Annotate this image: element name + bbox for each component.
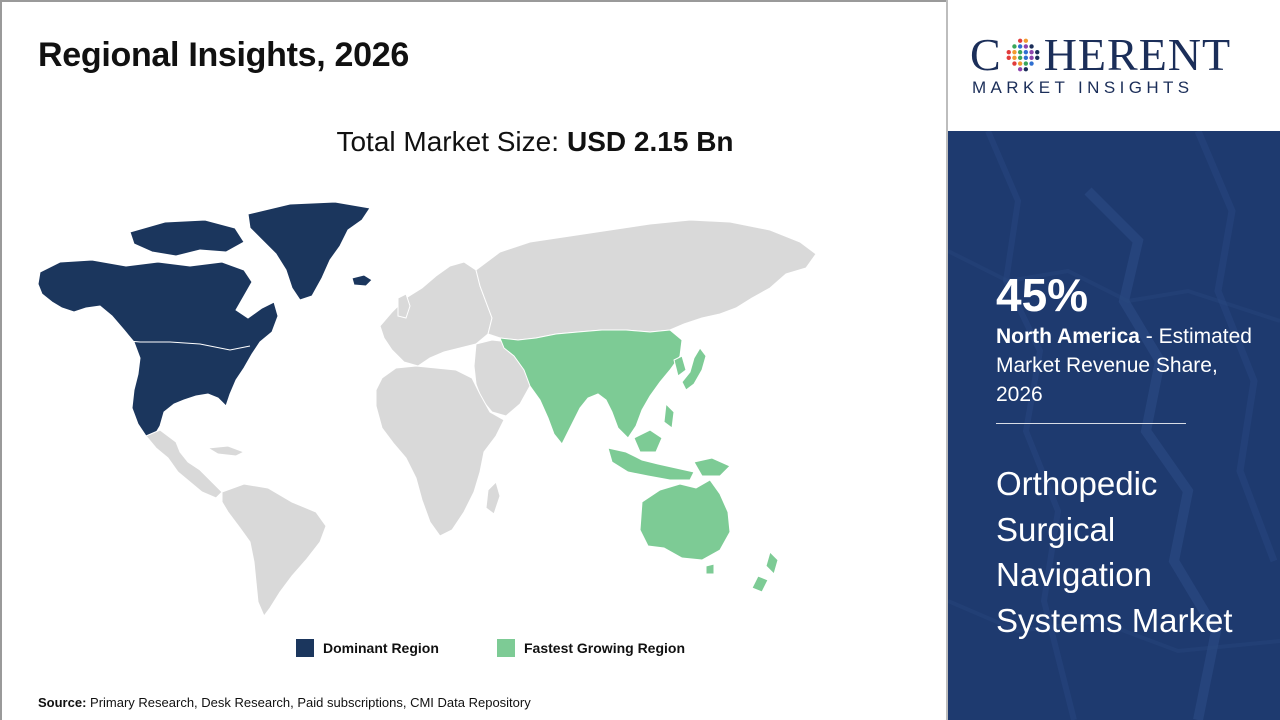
logo-dot — [1029, 44, 1034, 49]
market-size-value: USD 2.15 Bn — [567, 126, 734, 157]
world-map — [37, 201, 817, 617]
map-region-new-zealand — [751, 551, 779, 593]
logo-wordmark: C HERENT — [970, 30, 1231, 80]
share-region: North America — [996, 325, 1140, 348]
logo-dot — [1023, 61, 1028, 66]
share-description-text: - Estimated Market Revenue Share, 2026 — [996, 325, 1252, 406]
map-region-russia — [475, 219, 817, 341]
page-title: Regional Insights, 2026 — [38, 36, 409, 74]
logo-area: C HERENT MARKET INSIGHTS — [948, 0, 1280, 131]
highlight-panel: 45% North America - Estimated Market Rev… — [948, 131, 1280, 720]
logo-dot — [1029, 61, 1034, 66]
legend-fastest-swatch — [497, 639, 515, 657]
logo-dot — [1011, 44, 1017, 49]
logo-letters-herent: HERENT — [1043, 29, 1232, 80]
map-region-asia-pacific — [499, 329, 683, 445]
logo-dot-globe-icon — [1006, 38, 1040, 72]
panel-divider — [996, 423, 1186, 424]
market-name: Orthopedic Surgical Navigation Systems M… — [996, 465, 1233, 639]
logo-dot — [1017, 44, 1023, 49]
frame-right-border — [946, 0, 948, 720]
logo-subtitle: MARKET INSIGHTS — [972, 78, 1194, 97]
frame-top-border — [0, 0, 948, 2]
logo-dot — [1034, 55, 1040, 61]
legend-dominant: Dominant Region — [296, 638, 439, 658]
logo-dot — [1011, 49, 1017, 55]
map-region-iceland — [351, 274, 373, 287]
map-region-philippines — [663, 402, 675, 429]
map-region-africa — [375, 365, 505, 537]
logo-dot — [1023, 67, 1028, 72]
main-panel: Regional Insights, 2026 Total Market Siz… — [0, 0, 948, 720]
logo-dot — [1023, 49, 1028, 55]
logo-dot — [1023, 44, 1028, 49]
logo-dot — [1017, 61, 1023, 66]
map-region-new-guinea — [693, 457, 731, 477]
source-text: Primary Research, Desk Research, Paid su… — [86, 695, 531, 710]
logo-dot — [1034, 49, 1040, 55]
share-description: North America - Estimated Market Revenue… — [996, 322, 1266, 409]
legend-fastest-label: Fastest Growing Region — [524, 640, 686, 656]
logo-dot — [1006, 55, 1011, 61]
map-region-uk — [397, 293, 411, 319]
map-region-korea — [673, 355, 687, 377]
logo-dot — [1029, 49, 1034, 55]
share-percent: 45% — [996, 269, 1089, 321]
logo-dot — [1017, 38, 1023, 43]
map-border-us-canada — [117, 339, 251, 351]
map-region-australia — [639, 479, 731, 561]
source-label: Source: — [38, 695, 87, 710]
map-region-borneo — [633, 429, 663, 453]
source-note: Source: Primary Research, Desk Research,… — [38, 695, 531, 710]
legend-dominant-label: Dominant Region — [323, 640, 439, 656]
map-region-madagascar — [485, 481, 501, 515]
frame-left-border — [0, 0, 2, 720]
map-region-tasmania — [705, 563, 715, 575]
legend-dominant-swatch — [296, 639, 314, 657]
map-region-caribbean — [206, 445, 246, 457]
map-region-indonesia — [607, 447, 695, 481]
logo-dot — [1029, 55, 1034, 61]
logo-dot — [1023, 38, 1028, 43]
map-region-north-america — [37, 259, 279, 437]
logo-dot — [1023, 55, 1028, 61]
map-region-south-america — [221, 483, 327, 617]
map-region-arctic-islands — [129, 219, 245, 257]
logo-dot — [1017, 49, 1023, 55]
panel-background-texture — [948, 131, 1280, 720]
legend-fastest: Fastest Growing Region — [497, 638, 685, 658]
logo-dot — [1017, 55, 1023, 61]
logo-dot — [1017, 67, 1023, 72]
logo-dot — [1011, 55, 1017, 61]
logo-letter-c: C — [970, 29, 1002, 80]
total-market-size: Total Market Size: USD 2.15 Bn — [0, 126, 1070, 158]
map-region-greenland — [247, 201, 371, 301]
logo-dot — [1011, 61, 1017, 66]
map-region-japan — [681, 347, 707, 391]
market-size-label: Total Market Size: — [336, 126, 560, 157]
logo-dot — [1006, 49, 1011, 55]
map-region-central-america — [145, 429, 223, 499]
